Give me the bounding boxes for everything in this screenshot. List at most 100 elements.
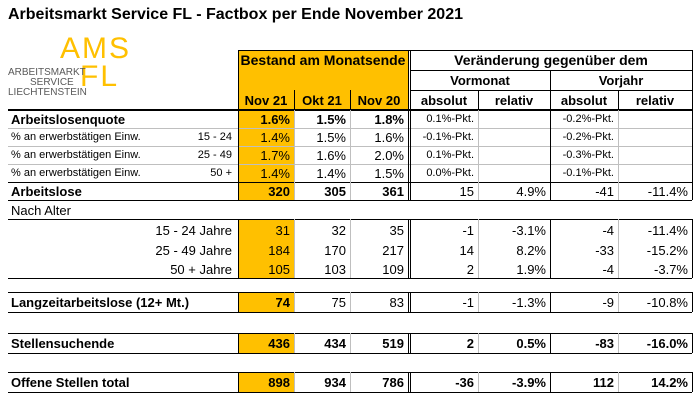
- grid-line: [410, 70, 692, 71]
- grid-line: [692, 333, 693, 353]
- page-title: Arbeitsmarkt Service FL - Factbox per En…: [8, 6, 463, 23]
- cell-okt21: 1.5%: [316, 111, 346, 127]
- cell-vm-rel: -1.3%: [512, 294, 546, 310]
- grid-line: [478, 110, 479, 200]
- grid-line: [550, 219, 551, 278]
- grid-line: [238, 219, 239, 278]
- row-label: 15 - 24 Jahre: [155, 222, 232, 238]
- cell-nov21: 1.6%: [238, 110, 294, 128]
- row-label: 25 - 49 Jahre: [155, 242, 232, 258]
- grid-line: [550, 110, 551, 200]
- cell-vj-abs: -4: [602, 222, 614, 238]
- cell-nov20: 83: [389, 294, 404, 310]
- grid-line: [478, 219, 479, 278]
- cell-vm-abs: -1: [462, 222, 474, 238]
- grid-line: [408, 50, 409, 110]
- grid-line: [410, 50, 411, 110]
- grid-line: [294, 292, 295, 312]
- grid-line: [294, 372, 295, 392]
- cell-vj-abs: -83: [595, 335, 614, 351]
- cell-vj-abs: 112: [593, 374, 614, 390]
- cell-okt21: 75: [331, 294, 346, 310]
- grid-line: [408, 110, 409, 200]
- grid-line: [350, 372, 351, 392]
- cell-nov20: 109: [382, 261, 404, 277]
- cell-nov20: 786: [382, 374, 404, 390]
- cell-nov21: 436: [238, 333, 294, 353]
- cell-vm-abs: 2: [466, 335, 474, 351]
- cell-vj-abs: -0.2%-Pkt.: [562, 112, 614, 125]
- grid-line: [350, 292, 351, 312]
- cell-vm-rel: -3.9%: [512, 374, 546, 390]
- grid-line: [238, 292, 239, 312]
- grid-line: [410, 372, 411, 392]
- cell-vm-abs: 15: [459, 183, 474, 199]
- row-label: Offene Stellen total: [11, 374, 130, 390]
- grid-line: [238, 50, 692, 51]
- cell-vj-rel: -11.4%: [647, 222, 688, 238]
- grid-line: [408, 292, 409, 312]
- row-label: 50 + Jahre: [170, 261, 232, 277]
- grid-line: [294, 219, 295, 278]
- grid-line: [350, 219, 351, 278]
- grid-line: [350, 110, 351, 200]
- cell-nov20: 1.5%: [374, 165, 404, 181]
- header-vorjahr: Vorjahr: [598, 72, 644, 88]
- cell-vj-rel: -11.4%: [647, 183, 688, 199]
- row-age: 50 +: [210, 166, 232, 179]
- cell-nov21: 1.4%: [238, 128, 294, 146]
- cell-vj-rel: -3.7%: [654, 261, 688, 277]
- grid-line: [618, 90, 619, 110]
- header-bestand: Bestand am Monatsende: [238, 50, 408, 70]
- grid-line: [550, 70, 551, 110]
- cell-vm-abs: -1: [462, 294, 474, 310]
- cell-nov20: 35: [389, 222, 404, 238]
- cell-nov20: 1.6%: [374, 129, 404, 145]
- grid-line: [8, 353, 692, 354]
- grid-line: [618, 372, 619, 392]
- grid-line: [294, 90, 295, 110]
- grid-line: [692, 292, 693, 312]
- row-label: % an erwerbstätigen Einw.: [11, 148, 141, 161]
- grid-line: [410, 292, 411, 312]
- cell-nov20: 2.0%: [374, 147, 404, 163]
- header-bestand-fill: [238, 70, 408, 90]
- logo-line-1: ARBEITSMARKT: [8, 67, 86, 78]
- cell-vj-rel: -10.8%: [646, 294, 688, 310]
- cell-vm-abs: 0.0%-Pkt.: [426, 166, 474, 179]
- cell-nov21: 105: [238, 260, 294, 278]
- cell-nov21: 31: [238, 220, 294, 240]
- grid-line: [692, 110, 693, 200]
- grid-line: [238, 372, 239, 392]
- cell-vm-abs: -0.1%-Pkt.: [422, 130, 474, 143]
- cell-vm-rel: -3.1%: [512, 222, 546, 238]
- grid-line: [8, 312, 692, 313]
- grid-line: [294, 110, 295, 200]
- cell-vm-abs: -36: [455, 374, 474, 390]
- cell-vm-rel: 8.2%: [516, 242, 546, 258]
- cell-vm-abs: 0.1%-Pkt.: [426, 112, 474, 125]
- col-nov21: Nov 21: [238, 90, 294, 110]
- cell-nov20: 217: [382, 242, 404, 258]
- cell-nov21: 898: [238, 372, 294, 392]
- grid-line: [618, 219, 619, 278]
- cell-nov21: 74: [238, 292, 294, 312]
- cell-vj-rel: -15.2%: [646, 242, 688, 258]
- grid-line: [410, 333, 411, 353]
- grid-line: [478, 372, 479, 392]
- cell-nov20: 1.8%: [374, 111, 404, 127]
- grid-line: [350, 333, 351, 353]
- grid-line: [692, 372, 693, 392]
- cell-okt21: 1.6%: [316, 147, 346, 163]
- col-vm-relativ: relativ: [494, 92, 534, 108]
- logo-text-top: AMS: [60, 32, 132, 65]
- col-vj-relativ: relativ: [635, 92, 675, 108]
- grid-line: [408, 219, 409, 278]
- cell-vj-rel: -16.0%: [646, 335, 688, 351]
- row-label: Arbeitslosenquote: [11, 111, 126, 127]
- grid-line: [408, 333, 409, 353]
- row-label: % an erwerbstätigen Einw.: [11, 130, 141, 143]
- row-label: % an erwerbstätigen Einw.: [11, 166, 141, 179]
- cell-vj-abs: -0.2%-Pkt.: [562, 130, 614, 143]
- cell-vm-rel: 4.9%: [516, 183, 546, 199]
